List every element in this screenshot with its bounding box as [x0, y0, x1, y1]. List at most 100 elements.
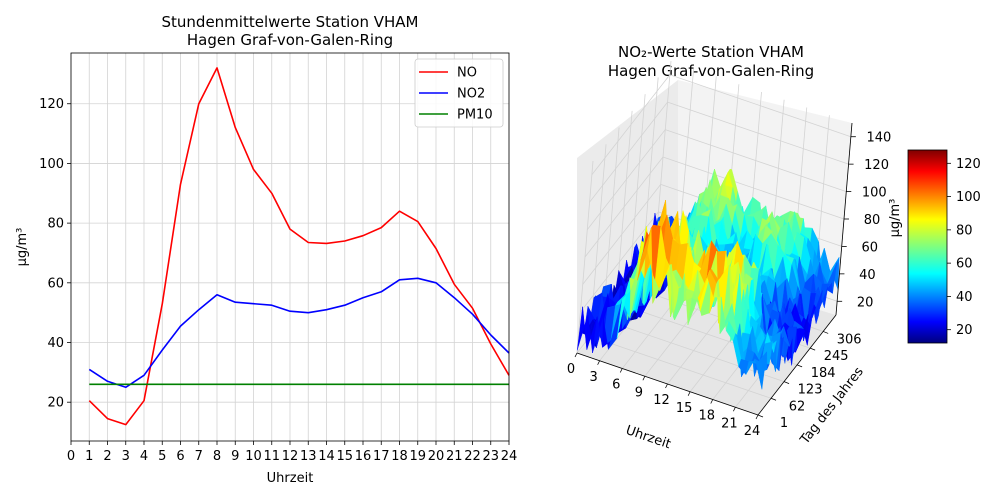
- surface-x-tick-label: 6: [612, 378, 620, 393]
- left-y-axis-label: µg/m³: [15, 228, 30, 267]
- x-tick-label: 21: [446, 449, 463, 464]
- surface-mesh: [577, 168, 840, 390]
- surface-x-tick-label: 15: [676, 401, 693, 416]
- x-tick-label: 4: [140, 449, 148, 464]
- surface-patch: [754, 358, 763, 390]
- surface-x-tick-label: 9: [635, 385, 643, 400]
- legend-box: [414, 58, 504, 128]
- left-title-line2: Hagen Graf-von-Galen-Ring: [187, 31, 393, 49]
- surface-y-tick-mark: [783, 381, 790, 384]
- left-axes-frame: [70, 52, 510, 442]
- x-tick-label: 0: [67, 449, 75, 464]
- surface-x-tick-label: 21: [721, 416, 738, 431]
- left-title-line1: Stundenmittelwerte Station VHAM: [162, 13, 419, 31]
- x-tick-label: 2: [103, 449, 111, 464]
- floor-gridline: [589, 335, 772, 399]
- surface-z-ticks: 20 40 60 80 100 120 140: [837, 131, 891, 310]
- x-tick-label: 20: [428, 449, 445, 464]
- legend-label-pm10: PM10: [457, 108, 493, 123]
- surface-y-tick-label: 184: [811, 366, 836, 381]
- x-tick-label: 14: [318, 449, 335, 464]
- colorbar-tick-label: 80: [956, 223, 973, 238]
- surface-x-tick-label: 3: [589, 370, 597, 385]
- colorbar-tick-label: 20: [956, 323, 973, 338]
- legend-label-no: NO: [457, 66, 477, 81]
- surface-z-tick-label: 60: [861, 240, 878, 255]
- back-gridline: [665, 129, 847, 192]
- side-gridline: [582, 184, 662, 285]
- side-gridline: [591, 74, 671, 175]
- surface-y-tick-label: 1: [780, 416, 788, 431]
- back-gridline: [669, 74, 851, 138]
- surface-y-tick-mark: [757, 414, 764, 418]
- x-tick-label: 1: [85, 449, 93, 464]
- surface-y-tick-mark: [770, 397, 777, 401]
- x-tick-label: 22: [464, 449, 481, 464]
- x-tick-label: 17: [373, 449, 390, 464]
- surface-z-tick-label: 100: [862, 186, 887, 201]
- series-line-no: [88, 67, 510, 426]
- x-tick-label: 11: [263, 449, 280, 464]
- x-tick-label: 18: [391, 449, 408, 464]
- surface-y-tick-mark: [823, 331, 829, 334]
- x-tick-label: 8: [213, 449, 221, 464]
- colorbar-ticks: 20 40 60 80 100 120: [947, 157, 981, 338]
- surface-x-tick-mark: [642, 376, 646, 381]
- y-tick-label: 120: [39, 97, 64, 112]
- surface-y-tick-label: 245: [824, 349, 849, 364]
- x-tick-label: 7: [195, 449, 203, 464]
- y-tick-label: 20: [47, 396, 64, 411]
- surface-x-tick-mark: [597, 360, 600, 365]
- surface-x-tick-label: 12: [653, 393, 670, 408]
- left-series-lines: [88, 67, 510, 426]
- x-tick-label: 24: [501, 449, 518, 464]
- right-title-line2: Hagen Graf-von-Galen-Ring: [608, 62, 814, 80]
- left-y-ticks: 20 40 60 80 100 120: [39, 97, 71, 411]
- y-axis-line: [757, 314, 837, 416]
- x-tick-label: 15: [336, 449, 353, 464]
- x-tick-label: 13: [300, 449, 317, 464]
- x-tick-label: 23: [482, 449, 499, 464]
- surface-y-tick-mark: [796, 364, 803, 368]
- surface-z-tick-label: 20: [857, 295, 874, 310]
- side-gridline: [586, 129, 666, 230]
- surface-x-tick-mark: [733, 407, 736, 412]
- colorbar: [907, 149, 948, 344]
- surface-y-tick-mark: [809, 347, 816, 351]
- surface-z-tick-label: 40: [859, 268, 876, 283]
- surface-x-tick-label: 18: [698, 409, 715, 424]
- x-tick-label: 16: [355, 449, 372, 464]
- surface-x-tick-mark: [665, 383, 668, 389]
- surface-y-tick-label: 123: [798, 383, 823, 398]
- y-tick-label: 60: [47, 276, 64, 291]
- surface-z-tick-label: 140: [866, 131, 891, 146]
- surface-x-tick-mark: [619, 368, 623, 373]
- y-tick-label: 40: [47, 336, 64, 351]
- legend: NO NO2 PM10: [414, 58, 504, 128]
- colorbar-tick-label: 100: [956, 190, 981, 205]
- left-x-ticks: 0 1 2 3 4 5 6 7 8 9 10 11 12 13 14 15 16 17 18 19 20 21 22 23 24: [67, 441, 517, 464]
- surface-chart: NO₂-Werte Station VHAM Hagen Graf-von-Ga…: [567, 43, 981, 452]
- back-gridline: [667, 101, 849, 165]
- surface-y-tick-label: 62: [789, 399, 806, 414]
- colorbar-tick-label: 120: [956, 157, 981, 172]
- y-tick-label: 100: [39, 157, 64, 172]
- colorbar-tick-label: 60: [956, 257, 973, 272]
- side-gridline: [589, 101, 668, 203]
- x-tick-label: 19: [409, 449, 426, 464]
- surface-x-tick-mark: [755, 414, 759, 420]
- surface-z-axis-label: µg/m³: [888, 199, 903, 238]
- surface-x-tick-mark: [710, 399, 714, 404]
- x-tick-label: 3: [122, 449, 130, 464]
- legend-label-no2: NO2: [457, 87, 485, 102]
- x-tick-label: 10: [245, 449, 262, 464]
- surface-x-tick-label: 24: [744, 424, 761, 439]
- colorbar-tick-label: 40: [956, 290, 973, 305]
- surface-y-tick-label: 306: [837, 332, 862, 347]
- x-tick-label: 9: [231, 449, 239, 464]
- surface-x-tick-mark: [574, 352, 578, 358]
- surface-z-tick-label: 80: [864, 213, 881, 228]
- x-tick-label: 6: [176, 449, 184, 464]
